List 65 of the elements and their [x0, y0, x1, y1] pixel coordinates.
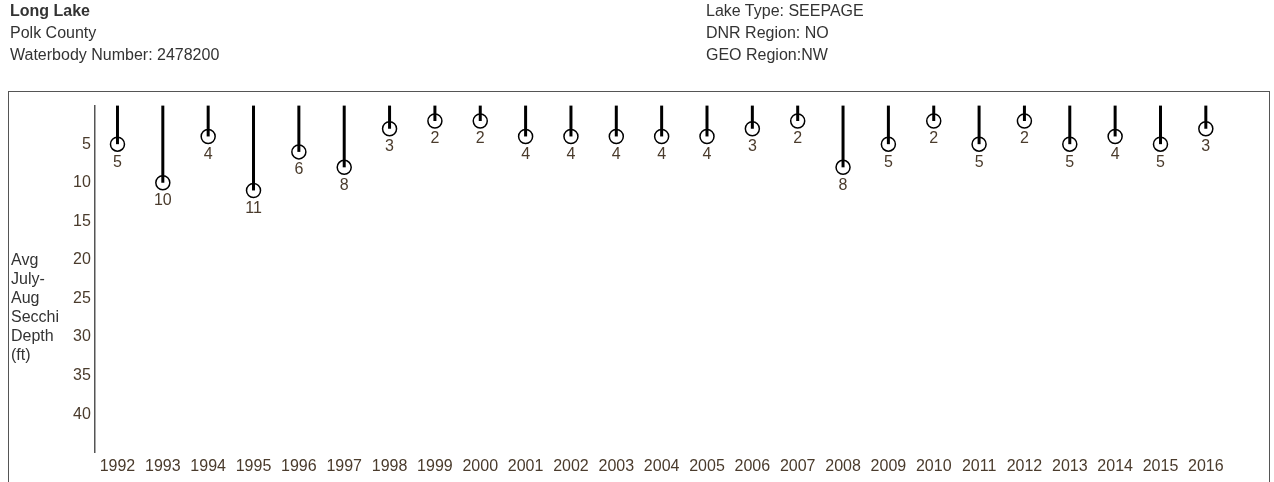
data-label: 5 — [974, 152, 984, 170]
x-tick-label: 2008 — [825, 456, 861, 474]
x-tick-label: 2002 — [553, 456, 589, 474]
data-label: 5 — [113, 152, 123, 170]
chart-title: Long Lake — [10, 1, 91, 21]
x-tick-label: 2010 — [915, 456, 952, 474]
data-label: 5 — [1065, 152, 1075, 170]
x-tick-label: 2000 — [462, 456, 499, 474]
data-label: 3 — [385, 137, 395, 155]
data-label: 2 — [929, 129, 939, 147]
data-label: 3 — [747, 137, 757, 155]
x-tick-label: 1996 — [281, 456, 317, 474]
x-tick-label: 2016 — [1188, 456, 1224, 474]
data-label: 11 — [245, 198, 262, 216]
y-tick-label: 15 — [73, 211, 91, 229]
x-tick-label: 2011 — [961, 456, 997, 474]
x-tick-label: 2009 — [870, 456, 907, 474]
text: Polk County — [10, 23, 98, 43]
y-tick-label: 40 — [73, 404, 91, 422]
x-tick-label: 1997 — [326, 456, 363, 474]
x-tick-label: 1999 — [417, 456, 453, 474]
data-label: 2 — [1019, 129, 1029, 147]
y-axis-title: Avg July-Aug Secchi Depth (ft) — [11, 250, 61, 364]
x-tick-label: 1994 — [190, 456, 227, 474]
x-tick-label: 2001 — [507, 456, 544, 474]
y-tick-label: 20 — [73, 250, 91, 268]
data-label: 4 — [657, 144, 667, 162]
data-label: 4 — [1110, 144, 1120, 162]
y-tick-label: 10 — [73, 173, 91, 191]
data-label: 4 — [566, 144, 576, 162]
data-label: 5 — [1156, 152, 1166, 170]
x-tick-label: 1992 — [99, 456, 136, 474]
data-label: 10 — [153, 191, 172, 209]
x-tick-label: 1995 — [235, 456, 272, 474]
x-tick-label: 2013 — [1051, 456, 1088, 474]
x-tick-label: 2004 — [643, 456, 680, 474]
data-label: 8 — [339, 175, 349, 193]
x-tick-label: 2014 — [1097, 456, 1134, 474]
y-tick-label: 35 — [73, 366, 91, 384]
y-tick-label: 5 — [81, 134, 91, 152]
data-label: 4 — [203, 144, 213, 162]
text: Waterbody Number: 2478200 — [10, 45, 220, 65]
data-label: 4 — [702, 144, 712, 162]
text: DNR Region: NO — [706, 23, 830, 43]
data-label: 4 — [521, 144, 531, 162]
x-tick-label: 1993 — [145, 456, 181, 474]
y-tick-label: 25 — [73, 288, 91, 306]
data-label: 2 — [793, 129, 803, 147]
x-tick-label: 2007 — [779, 456, 816, 474]
data-label: 5 — [883, 152, 893, 170]
x-tick-label: 2012 — [1006, 456, 1043, 474]
text: GEO Region:NW — [706, 45, 829, 65]
x-tick-label: 2003 — [598, 456, 635, 474]
data-label: 6 — [294, 160, 304, 178]
x-tick-label: 2006 — [734, 456, 771, 474]
text: Lake Type: SEEPAGE — [706, 1, 864, 21]
y-tick-label: 30 — [73, 327, 91, 345]
data-label: 4 — [611, 144, 621, 162]
x-tick-label: 2015 — [1142, 456, 1179, 474]
x-tick-label: 1998 — [371, 456, 408, 474]
data-label: 3 — [1201, 137, 1211, 155]
data-label: 2 — [430, 129, 440, 147]
data-label: 2 — [475, 129, 485, 147]
data-label: 8 — [838, 175, 848, 193]
x-tick-label: 2005 — [689, 456, 725, 474]
